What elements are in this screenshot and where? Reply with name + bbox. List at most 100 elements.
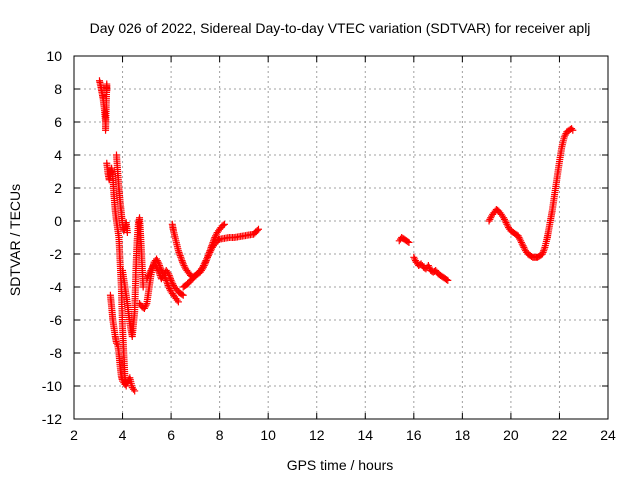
x-tick-label: 2 xyxy=(70,427,78,443)
y-tick-label: -12 xyxy=(42,411,62,427)
data-point-marker xyxy=(153,263,161,271)
data-point-marker xyxy=(176,250,184,258)
data-point-marker xyxy=(143,275,151,283)
data-point-marker xyxy=(178,257,186,265)
data-point-marker xyxy=(520,243,528,251)
data-point-marker xyxy=(540,245,548,253)
data-point-marker xyxy=(517,238,525,246)
data-point-marker xyxy=(103,87,111,95)
data-point-marker xyxy=(179,258,187,266)
data-point-marker xyxy=(501,217,509,225)
y-tick-label: -6 xyxy=(50,312,63,328)
data-point-marker xyxy=(154,267,162,274)
data-point-marker xyxy=(180,262,188,270)
data-point-marker xyxy=(514,232,522,240)
series-arc-3h-a xyxy=(95,77,111,134)
data-point-marker xyxy=(199,263,207,271)
x-tick-label: 22 xyxy=(552,427,568,443)
data-point-marker xyxy=(144,271,152,279)
data-point-marker xyxy=(177,255,185,263)
data-point-marker xyxy=(203,255,211,263)
series-arc-3h-b xyxy=(103,159,130,390)
data-point-marker xyxy=(560,133,568,141)
data-point-marker xyxy=(410,253,418,261)
data-point-marker xyxy=(444,276,452,284)
grid-layer xyxy=(74,56,608,419)
x-tick-label: 20 xyxy=(503,427,519,443)
data-point-marker xyxy=(405,238,413,246)
data-point-marker xyxy=(485,217,493,225)
data-point-marker xyxy=(207,247,215,255)
data-point-marker xyxy=(174,247,182,255)
data-point-marker xyxy=(538,250,546,258)
data-point-marker xyxy=(165,271,173,279)
data-point-marker xyxy=(206,248,214,256)
series-arc-3h-d xyxy=(112,151,131,237)
data-point-marker xyxy=(165,283,173,291)
data-point-marker xyxy=(425,263,433,271)
series-arc-5h xyxy=(143,260,187,299)
data-point-marker xyxy=(129,385,137,393)
data-point-marker xyxy=(443,276,451,284)
data-point-marker xyxy=(500,214,508,222)
series-arc-15h xyxy=(395,234,413,246)
x-tick-label: 4 xyxy=(119,427,127,443)
x-tick-label: 6 xyxy=(167,427,175,443)
data-point-marker xyxy=(166,273,174,281)
x-tick-label: 24 xyxy=(600,427,616,443)
data-point-marker xyxy=(153,255,161,263)
data-layer xyxy=(95,77,577,395)
series-arc-21h xyxy=(543,125,577,241)
data-point-marker xyxy=(568,125,576,133)
data-point-marker xyxy=(540,247,548,255)
y-tick-label: 0 xyxy=(54,213,62,229)
data-point-marker xyxy=(539,248,547,256)
y-tick-label: -8 xyxy=(50,345,63,361)
data-point-marker xyxy=(131,387,139,395)
data-point-marker xyxy=(178,290,186,298)
y-axis-label: SDTVAR / TECUs xyxy=(7,184,23,296)
x-tick-label: 16 xyxy=(406,427,422,443)
data-point-marker xyxy=(165,285,173,293)
data-point-marker xyxy=(140,304,148,312)
plot-frame xyxy=(73,55,609,420)
data-point-marker xyxy=(139,283,147,291)
data-point-marker xyxy=(204,253,211,261)
data-point-marker xyxy=(503,220,511,228)
data-point-marker xyxy=(500,215,508,223)
series-arc-3h-c xyxy=(106,291,139,395)
data-point-marker xyxy=(205,250,213,258)
data-point-marker xyxy=(153,265,161,273)
data-point-marker xyxy=(202,257,210,265)
y-tick-label: -10 xyxy=(42,378,62,394)
data-point-marker xyxy=(146,268,154,276)
data-point-marker xyxy=(516,235,524,243)
data-point-marker xyxy=(174,298,182,306)
x-tick-label: 12 xyxy=(309,427,325,443)
data-point-marker xyxy=(219,221,227,229)
data-point-marker xyxy=(502,219,510,227)
data-point-marker xyxy=(177,253,185,261)
data-point-marker xyxy=(179,260,187,268)
data-point-marker xyxy=(142,301,150,309)
y-tick-label: 4 xyxy=(54,147,62,163)
series-arc-19h xyxy=(485,205,551,261)
data-point-marker xyxy=(153,257,161,265)
data-point-marker xyxy=(165,270,173,278)
data-point-marker xyxy=(486,215,494,223)
data-point-marker xyxy=(212,232,220,240)
data-point-marker xyxy=(145,270,153,278)
data-point-marker xyxy=(168,278,176,286)
series-arc-4h xyxy=(119,214,147,340)
data-point-marker xyxy=(253,226,261,234)
data-point-marker xyxy=(518,240,526,248)
data-point-marker xyxy=(147,267,155,274)
y-tick-label: -2 xyxy=(50,246,63,262)
tick-layer: 2 4 6 8 10 12 14 16 18 20 22 241086420-2-4-6-8-10-1… xyxy=(42,48,616,443)
y-tick-label: -4 xyxy=(50,279,63,295)
data-point-marker xyxy=(112,339,120,347)
y-tick-label: 10 xyxy=(46,48,62,64)
y-tick-label: 2 xyxy=(54,180,62,196)
